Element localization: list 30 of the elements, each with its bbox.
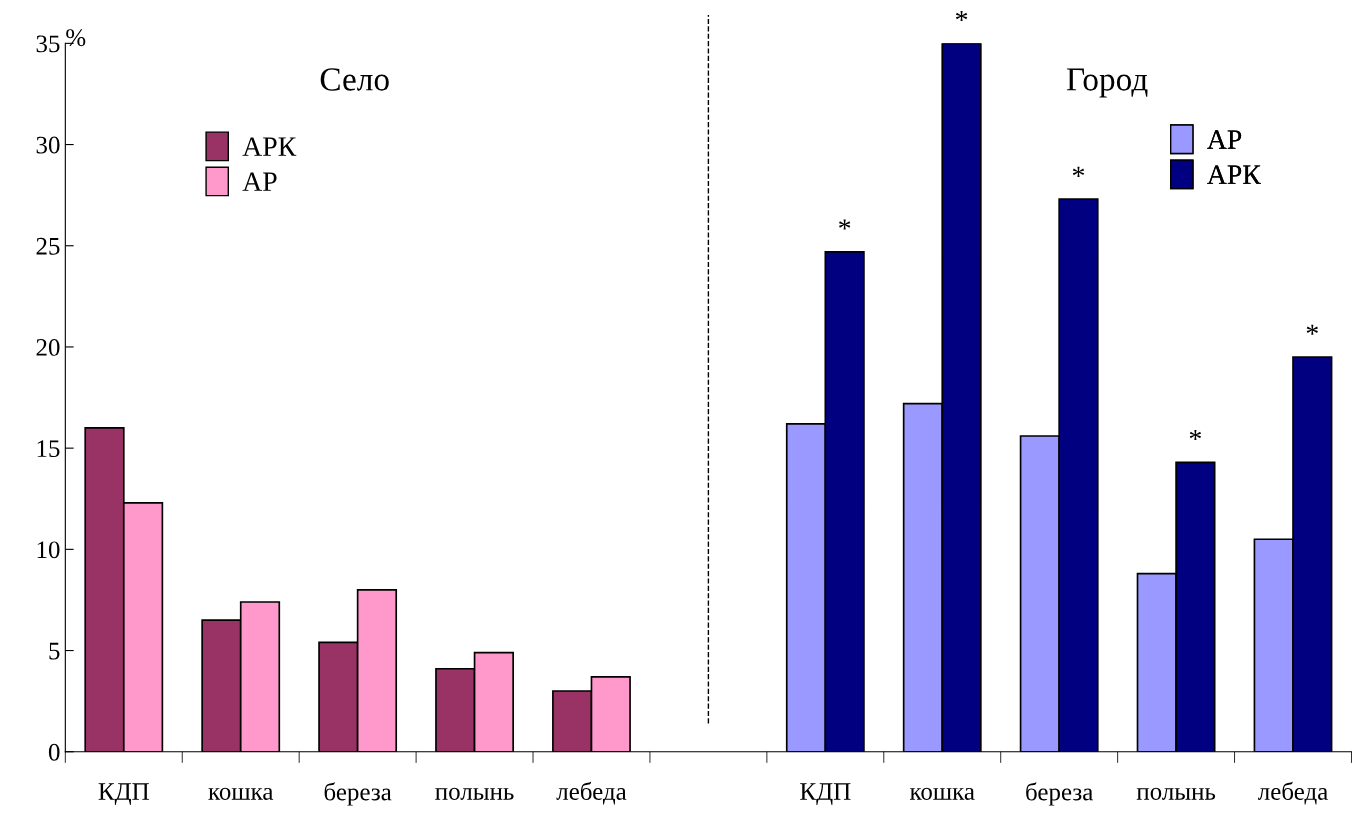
data-label: * (955, 10, 968, 22)
legend-label: АРК (242, 137, 297, 156)
x-tick-label: КДП (800, 783, 851, 805)
x-tick-label: береза (324, 782, 392, 806)
data-label: * (1306, 324, 1318, 335)
y-tick-label: 10 (37, 541, 60, 559)
y-tick-label: 20 (36, 339, 60, 356)
y-tick-label: 15 (37, 440, 60, 458)
x-tick-label: кошка (208, 787, 274, 800)
y-tick-label: 25 (36, 237, 60, 255)
y-axis-title: % (66, 29, 86, 47)
x-tick-label: полынь (1136, 787, 1216, 800)
legend-label: АРК (1207, 165, 1261, 184)
legend-label: АР (1207, 130, 1242, 149)
data-label: * (839, 219, 851, 230)
x-tick-label: береза (1026, 782, 1093, 806)
x-tick-label: лебеда (1258, 781, 1328, 805)
annotation: Город (1066, 68, 1148, 98)
legend-label: АР (242, 172, 277, 191)
y-tick-label: 5 (49, 642, 60, 660)
y-tick-label: 35 (36, 35, 60, 53)
x-tick-label: кошка (909, 787, 975, 800)
data-label: * (1072, 166, 1085, 177)
x-tick-label: полынь (435, 787, 514, 800)
data-label: * (1189, 429, 1201, 441)
y-tick-label: 30 (36, 136, 60, 154)
y-tick-label: 0 (48, 743, 60, 761)
x-tick-label: лебеда (556, 781, 627, 805)
x-tick-label: КДП (98, 783, 149, 805)
annotation: Село (320, 68, 389, 91)
